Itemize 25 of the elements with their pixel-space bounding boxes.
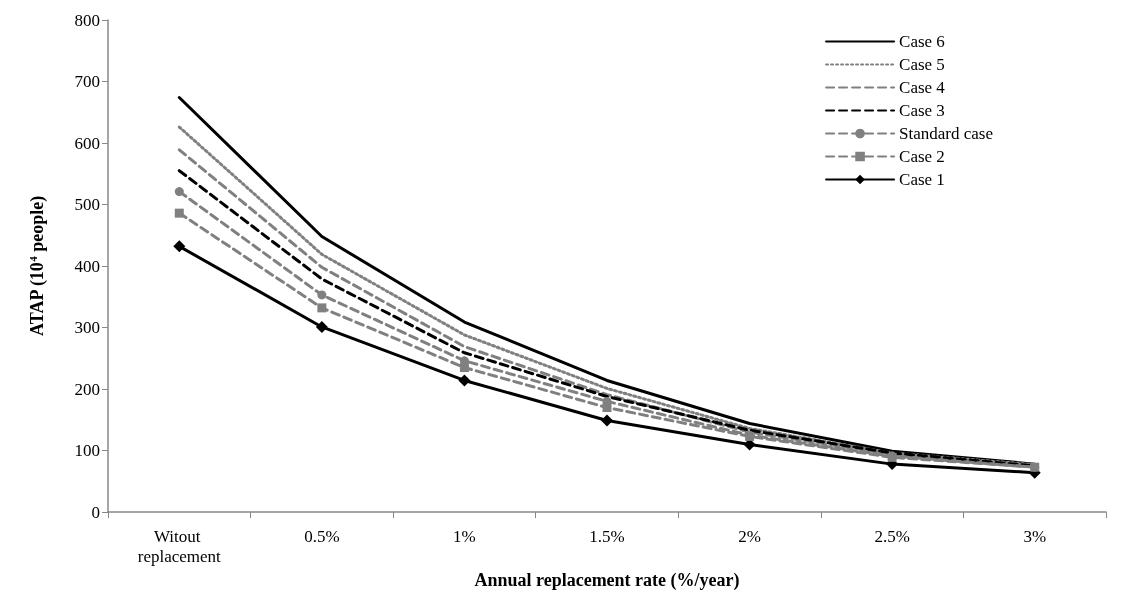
legend-label: Case 4 — [899, 78, 946, 97]
legend-label: Case 3 — [899, 101, 945, 120]
x-tick-label: 1% — [453, 526, 476, 546]
y-tick-label: 200 — [74, 379, 100, 399]
legend-label: Case 2 — [899, 147, 945, 166]
legend-label: Case 1 — [899, 170, 945, 189]
y-tick-label: 500 — [74, 195, 100, 215]
y-tick-label: 100 — [74, 441, 100, 461]
y-tick-label: 300 — [74, 318, 100, 338]
y-tick-label: 600 — [74, 133, 100, 153]
y-tick-label: 800 — [74, 10, 100, 30]
y-tick-label: 700 — [74, 72, 100, 92]
x-tick-label: 2% — [738, 526, 761, 546]
y-tick-label: 0 — [91, 502, 100, 522]
x-tick-label: 1.5% — [589, 526, 625, 546]
x-axis-title: Annual replacement rate (%/year) — [474, 570, 740, 591]
legend-label: Case 6 — [899, 32, 945, 51]
y-axis-title: ATAP (104 people) — [26, 195, 48, 336]
x-tick-label: 3% — [1023, 526, 1047, 546]
x-tick-label: 2.5% — [874, 526, 910, 546]
y-tick-label: 400 — [74, 256, 100, 276]
legend-label: Case 5 — [899, 55, 945, 74]
x-tick-label: Witout replacement — [137, 526, 222, 566]
x-tick-label: 0.5% — [304, 526, 340, 546]
legend-label: Standard case — [899, 124, 994, 143]
